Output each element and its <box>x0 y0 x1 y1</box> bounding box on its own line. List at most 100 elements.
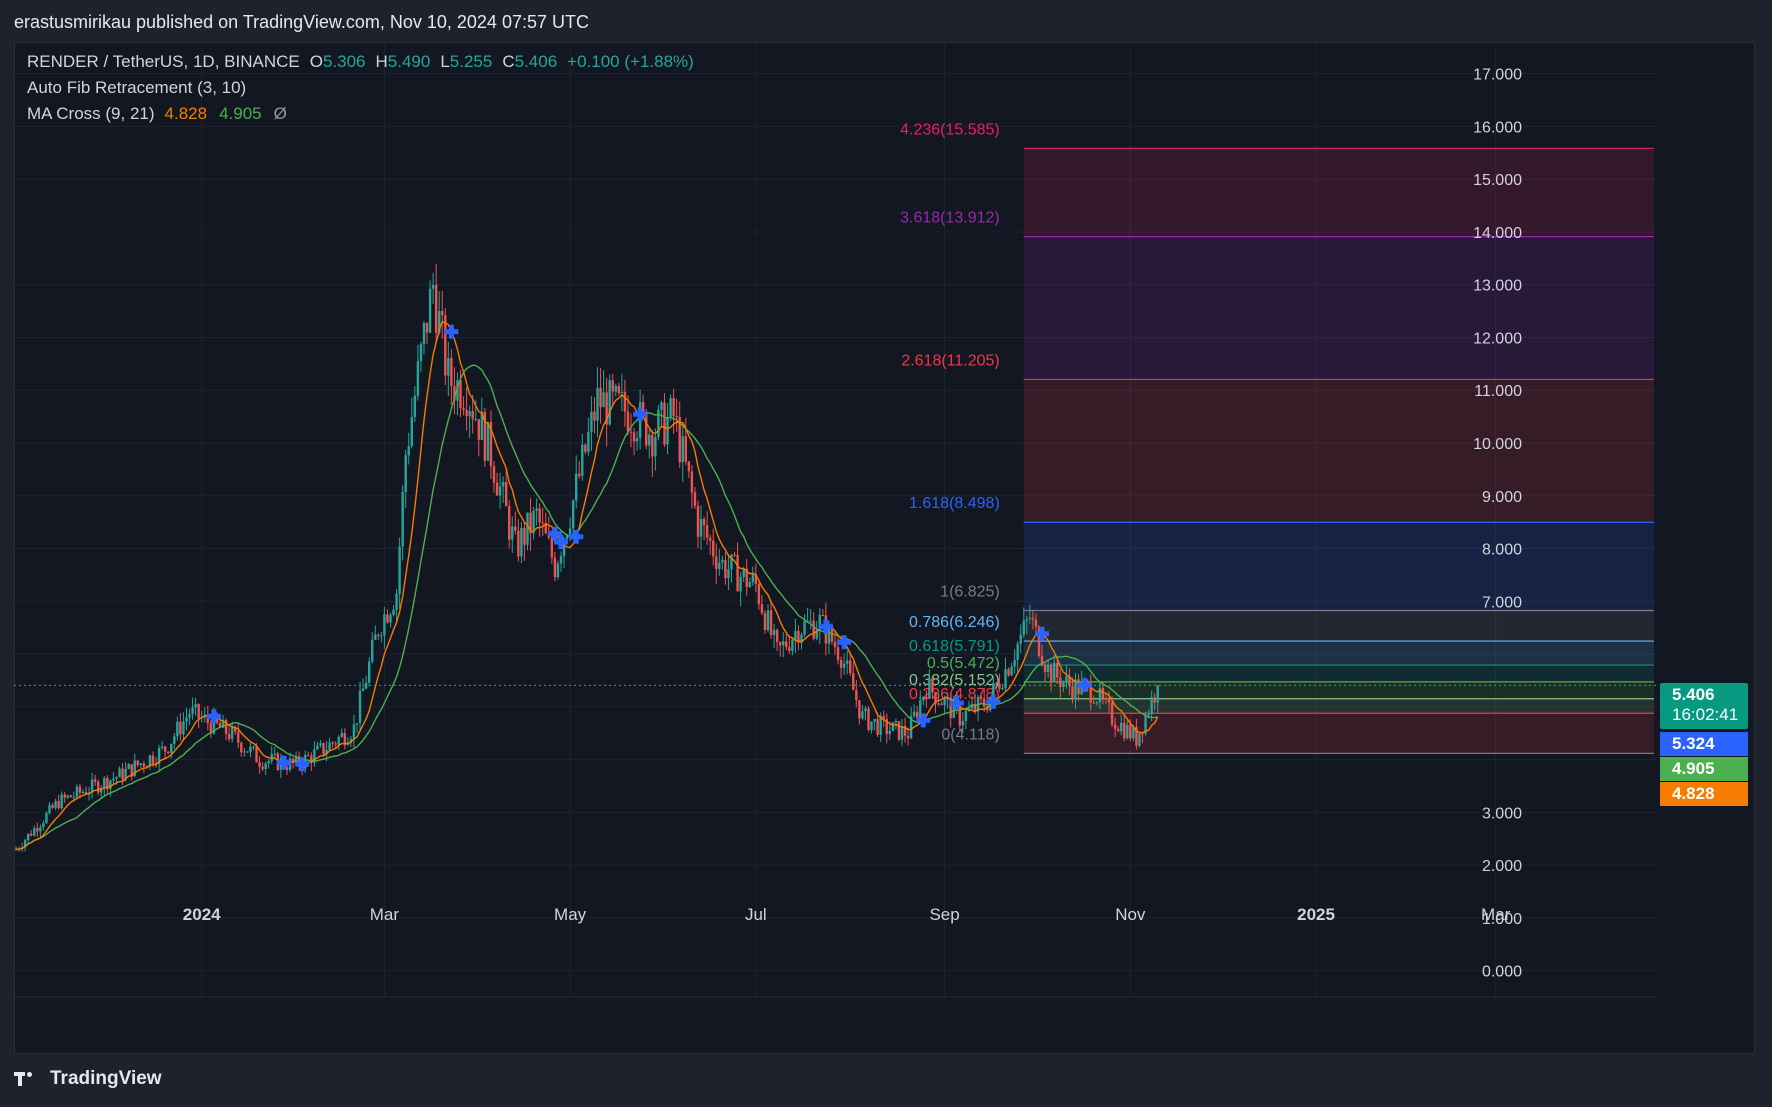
candle-body <box>785 641 788 648</box>
candle-body <box>367 661 371 683</box>
candle-body <box>489 422 493 467</box>
candle-body <box>730 554 733 570</box>
candle-body <box>690 471 694 493</box>
candle-body <box>833 641 837 648</box>
chart-panel[interactable] <box>14 42 1755 1054</box>
ma-cross-marker <box>954 695 960 710</box>
candle-body <box>1147 714 1150 716</box>
candle-body <box>459 380 462 409</box>
candle-body <box>422 322 426 345</box>
candle-body <box>1132 727 1135 739</box>
y-tick-label: 3.000 <box>1482 805 1522 822</box>
candle-body <box>648 434 651 446</box>
candle-body <box>136 760 139 765</box>
ma-cross-marker <box>448 324 454 339</box>
candle-body <box>191 707 194 715</box>
candle-body <box>246 751 249 753</box>
candle-body <box>922 696 925 701</box>
candle-body <box>511 526 514 540</box>
fib-level-label: 3.618(13.912) <box>900 210 1000 227</box>
candle-body <box>809 620 812 622</box>
x-tick-label: Sep <box>929 905 959 924</box>
candle-body <box>1092 702 1095 704</box>
ma-slow-value: 4.905 <box>219 104 262 123</box>
candle-body <box>617 385 621 393</box>
candle-body <box>712 540 715 557</box>
price-axis: 0.000 1.000 2.000 3.000 7.000 8.000 9.000 10.00… <box>1473 67 1522 981</box>
candle-body <box>319 743 322 746</box>
footer[interactable]: TradingView <box>14 1068 162 1090</box>
ma-cross-marker <box>841 635 847 650</box>
low-key: L <box>440 52 450 71</box>
candle-body <box>727 569 730 579</box>
candle-body <box>428 288 432 333</box>
candle-body <box>888 730 892 734</box>
candle-body <box>1059 677 1062 688</box>
last-price: 5.406 <box>1672 685 1715 704</box>
candle-body <box>374 634 377 640</box>
bar-countdown: 16:02:41 <box>1672 705 1739 724</box>
candle-body <box>39 827 42 832</box>
candle-body <box>322 743 325 755</box>
candle-body <box>197 704 200 719</box>
candle-body <box>635 438 639 442</box>
ma-legend[interactable]: MA Cross (9, 21) 4.828 4.905 Ø <box>27 104 287 124</box>
fib-zone <box>1023 681 1654 699</box>
x-tick-label: May <box>554 905 587 924</box>
candle-body <box>782 641 785 646</box>
candle-body <box>252 746 255 748</box>
ma-fast-line <box>15 320 1159 851</box>
candle-body <box>54 801 57 808</box>
candle-body <box>30 833 33 836</box>
candle-body <box>483 411 487 461</box>
candle-body <box>839 659 843 668</box>
candle-body <box>772 629 776 636</box>
candle-body <box>456 380 459 401</box>
candle-body <box>1138 733 1141 746</box>
candle-body <box>849 660 852 674</box>
fib-legend[interactable]: Auto Fib Retracement (3, 10) <box>27 78 246 98</box>
candle-body <box>584 444 587 452</box>
candle-body <box>608 380 611 425</box>
candle-body <box>575 473 578 501</box>
candle-body <box>1107 698 1111 703</box>
candle-body <box>1028 618 1032 620</box>
candle-body <box>167 751 170 753</box>
candle-body <box>861 711 864 719</box>
candle-body <box>937 703 940 705</box>
ma-cross-markers <box>206 324 1092 772</box>
candle-body <box>325 749 328 755</box>
y-tick-label: 16.000 <box>1473 119 1522 136</box>
fib-level-label: 0.786(6.246) <box>909 614 1000 631</box>
candle-body <box>383 614 386 636</box>
candle-body <box>170 743 173 753</box>
x-tick-label: 2024 <box>183 905 221 924</box>
candle-body <box>148 755 152 767</box>
candle-body <box>1129 724 1132 739</box>
fib-level-label: 0.382(5.152) <box>909 672 1000 689</box>
candle-body <box>495 482 499 496</box>
candle-body <box>115 777 118 779</box>
candle-body <box>982 698 986 707</box>
candle-body <box>1089 683 1092 703</box>
candle-body <box>343 732 347 745</box>
candle-body <box>919 700 922 718</box>
candle-body <box>891 722 895 731</box>
candle-body <box>794 631 797 640</box>
candle-body <box>234 727 237 732</box>
candle-body <box>106 777 109 790</box>
candle-body <box>194 704 197 708</box>
fib-zone <box>1023 236 1654 380</box>
ma-slow-tag: 4.905 <box>1660 757 1748 781</box>
candle-body <box>1013 660 1016 667</box>
ma-fast-value: 4.828 <box>164 104 208 123</box>
candle-body <box>815 630 818 639</box>
candle-body <box>361 688 365 691</box>
price-chart[interactable]: 0(4.118)0.236(4.878)0.382(5.152)0.5(5.47… <box>14 42 1755 1054</box>
candle-body <box>349 738 353 743</box>
candle-body <box>800 634 803 643</box>
candle-body <box>1022 620 1025 635</box>
candle-body <box>514 526 517 531</box>
candle-body <box>925 696 928 699</box>
candle-body <box>1144 715 1147 734</box>
